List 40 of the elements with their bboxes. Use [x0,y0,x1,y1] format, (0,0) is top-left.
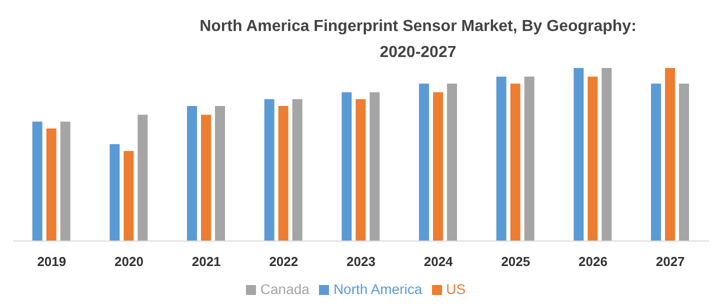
bar [679,84,689,241]
bar [46,128,56,241]
x-tick-label: 2025 [501,254,530,270]
bar [215,106,225,241]
legend-label: North America [333,281,422,297]
x-tick-label: 2026 [578,254,608,270]
bar [602,68,612,241]
bar [496,76,506,241]
bar [356,99,366,241]
bar [201,114,211,241]
bar [264,99,274,241]
x-tick-label: 2022 [269,254,298,270]
bar [651,84,661,241]
legend-label: US [446,281,466,297]
bar [419,84,429,241]
bar [370,92,380,241]
bar [110,144,120,241]
bar [32,122,42,241]
bar [187,106,197,241]
bar [124,151,134,241]
bar [138,114,148,241]
bar [574,68,584,241]
x-tick-label: 2023 [346,254,376,270]
bar [60,122,70,241]
bar [433,92,443,241]
bar [292,99,302,241]
x-tick-label: 2021 [192,254,221,270]
chart-title: North America Fingerprint Sensor Market, By Geography: 2020-2027 [198,17,638,63]
bar [447,84,457,241]
x-tick-label: 2020 [114,254,144,270]
bar [588,76,598,241]
bar [278,106,288,241]
x-tick-label: 2027 [656,254,685,270]
bar [342,92,352,241]
x-tick-label: 2019 [37,254,66,270]
bar [665,68,675,241]
x-tick-label: 2024 [424,254,454,270]
bar [510,84,520,241]
bar [524,76,534,241]
legend-label: Canada [260,281,310,297]
